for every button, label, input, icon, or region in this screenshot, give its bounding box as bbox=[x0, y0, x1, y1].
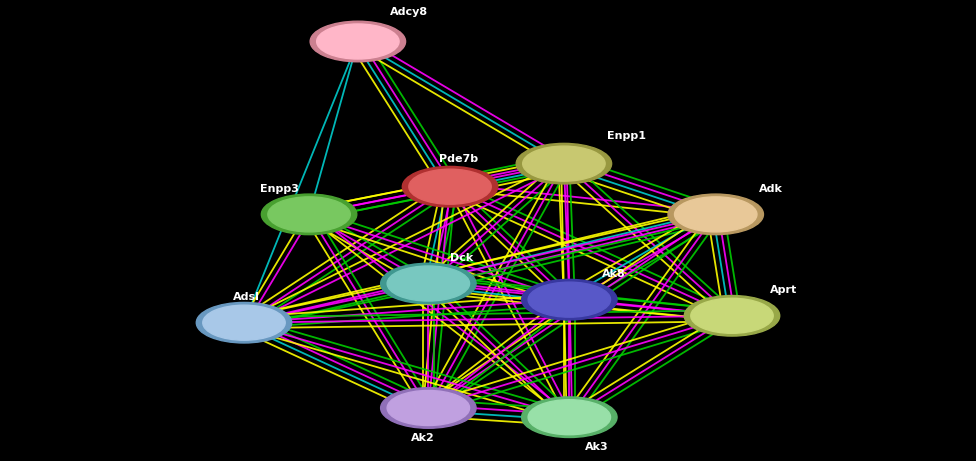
Circle shape bbox=[310, 21, 406, 62]
Circle shape bbox=[674, 197, 757, 232]
Text: Adsl: Adsl bbox=[233, 292, 260, 302]
Circle shape bbox=[516, 143, 612, 184]
Circle shape bbox=[521, 279, 617, 320]
Circle shape bbox=[381, 388, 476, 428]
Circle shape bbox=[196, 302, 292, 343]
Text: Pde7b: Pde7b bbox=[439, 154, 478, 164]
Circle shape bbox=[668, 194, 763, 235]
Text: Adk: Adk bbox=[759, 184, 783, 194]
Circle shape bbox=[381, 263, 476, 304]
Circle shape bbox=[691, 298, 773, 333]
Text: Enpp3: Enpp3 bbox=[261, 184, 299, 194]
Text: Dck: Dck bbox=[450, 253, 473, 263]
Circle shape bbox=[523, 146, 605, 181]
Circle shape bbox=[528, 282, 611, 317]
Text: Aprt: Aprt bbox=[770, 285, 797, 296]
Text: Ak8: Ak8 bbox=[602, 269, 626, 279]
Text: Ak2: Ak2 bbox=[411, 433, 435, 443]
Circle shape bbox=[528, 400, 611, 435]
Circle shape bbox=[262, 194, 357, 235]
Circle shape bbox=[267, 197, 350, 232]
Circle shape bbox=[387, 390, 469, 426]
Circle shape bbox=[402, 166, 498, 207]
Circle shape bbox=[521, 397, 617, 437]
Text: Enpp1: Enpp1 bbox=[607, 131, 646, 141]
Circle shape bbox=[684, 296, 780, 336]
Text: Adcy8: Adcy8 bbox=[390, 6, 428, 17]
Circle shape bbox=[203, 305, 285, 340]
Circle shape bbox=[387, 266, 469, 301]
Text: Ak3: Ak3 bbox=[585, 442, 608, 452]
Circle shape bbox=[316, 24, 399, 59]
Circle shape bbox=[409, 169, 491, 204]
